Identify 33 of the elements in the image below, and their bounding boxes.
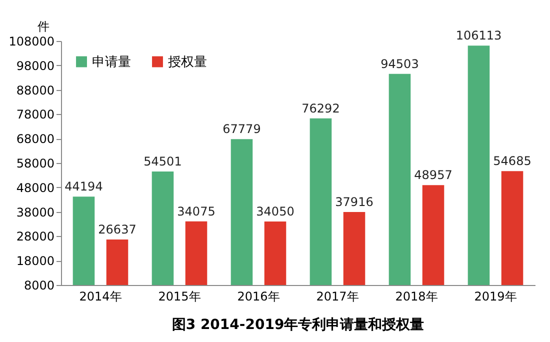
data-label: 94503 — [380, 56, 419, 71]
text: 图3 2014-2019年专利申请量和授权量 — [172, 316, 424, 333]
y-tick-label: 38000 — [16, 205, 54, 220]
data-label: 48957 — [414, 168, 452, 182]
data-label: 54685 — [493, 154, 532, 168]
y-tick-label: 28000 — [16, 230, 54, 244]
x-tick-label: 2015年 — [158, 290, 201, 304]
data-label: 44194 — [64, 180, 103, 194]
y-tick-label: 108000 — [8, 34, 54, 48]
legend-label: 申请量 — [92, 54, 131, 70]
x-tick-label: 2017年 — [316, 290, 359, 304]
y-tick-label: 58000 — [16, 156, 54, 170]
data-label: 67779 — [222, 122, 261, 136]
x-tick-label: 2019年 — [474, 290, 517, 304]
y-tick-label: 88000 — [16, 83, 54, 98]
data-label: 37916 — [335, 195, 374, 210]
data-label: 106113 — [456, 28, 502, 43]
y-tick-label: 8000 — [24, 278, 54, 292]
data-label: 34075 — [177, 204, 216, 218]
y-tick-label: 98000 — [16, 58, 54, 73]
y-tick-label: 68000 — [16, 132, 54, 146]
data-label: 76292 — [302, 101, 340, 116]
y-tick-label: 78000 — [16, 108, 54, 122]
data-label: 26637 — [98, 222, 136, 237]
data-label: 34050 — [256, 204, 294, 218]
data-label: 54501 — [144, 154, 182, 169]
y-tick-label: 48000 — [16, 180, 54, 195]
y-tick-label: 18000 — [16, 254, 54, 268]
x-tick-label: 2016年 — [237, 290, 280, 304]
x-tick-label: 2018年 — [395, 290, 438, 304]
legend-label: 授权量 — [168, 54, 207, 70]
y-axis-title: 件 — [38, 20, 50, 34]
x-tick-label: 2014年 — [79, 290, 122, 304]
